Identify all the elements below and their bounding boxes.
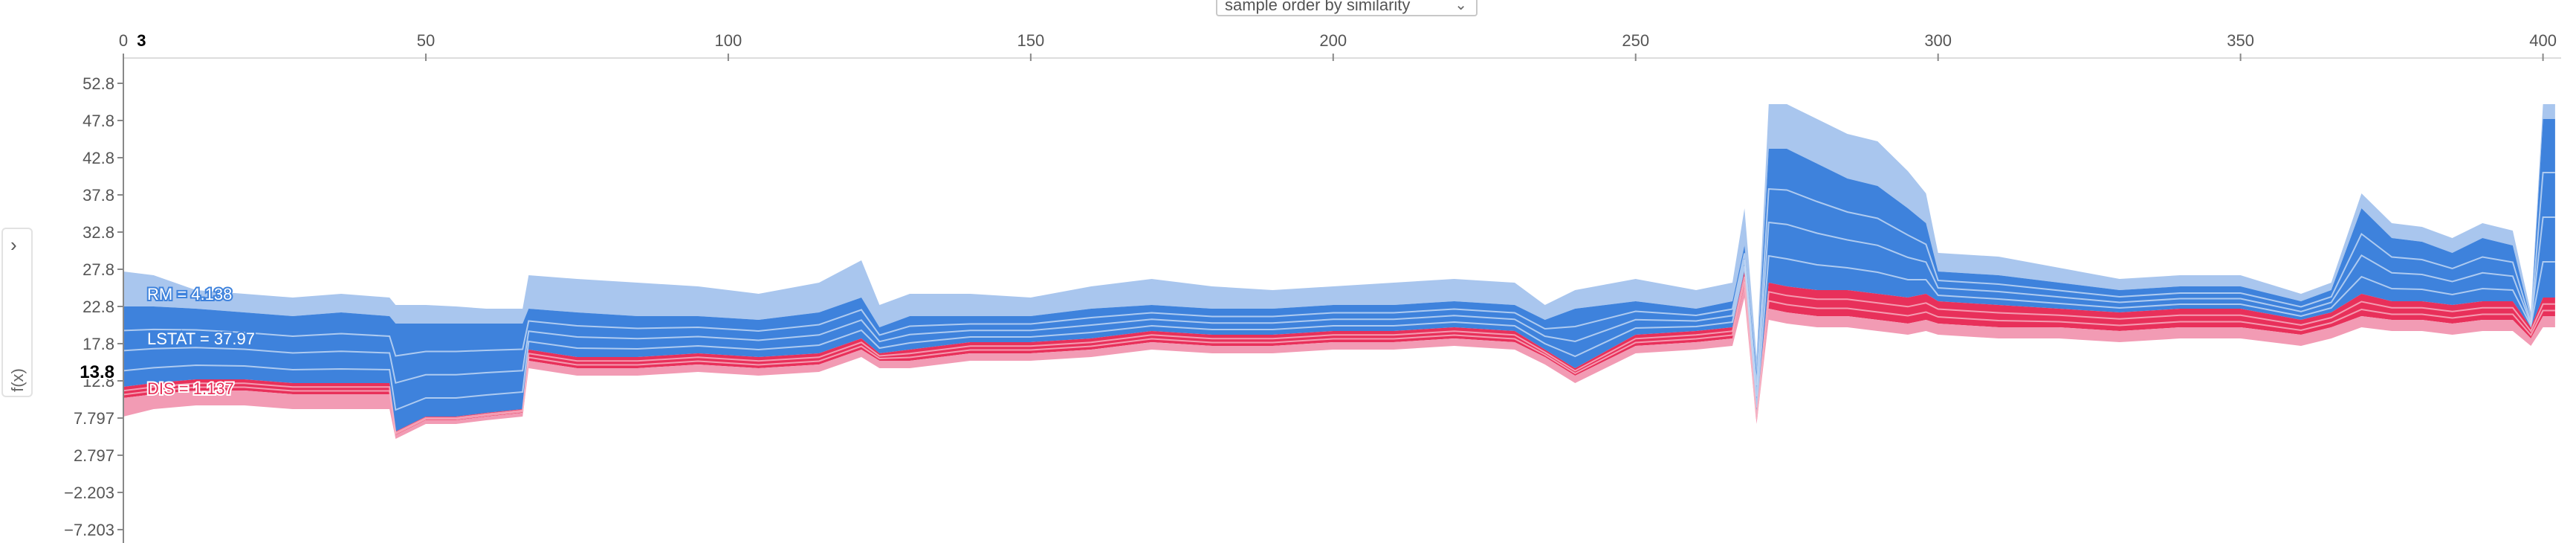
y-tick-label: 7.797 (74, 409, 114, 428)
x-tick-label: 350 (2227, 31, 2254, 50)
fx-toggle-label: f(x) (8, 368, 27, 392)
positive-feature-line (123, 276, 2555, 434)
positive-feature-line (123, 281, 2555, 436)
y-tick-label: 37.8 (82, 186, 114, 205)
ordering-select-value: sample order by similarity (1225, 0, 1411, 14)
x-tick-label: 300 (1924, 31, 1952, 50)
x-tick-label: 50 (417, 31, 435, 50)
x-axis-ticks: 0 50 100 150 200 250 300 350 400 3 (119, 31, 2561, 61)
y-tick-label: 22.8 (82, 298, 114, 316)
x-tick-label: 150 (1017, 31, 1044, 50)
y-tick-label: 47.8 (82, 112, 114, 130)
x-tick-label: 250 (1622, 31, 1649, 50)
x-highlight-label: 3 (137, 31, 146, 50)
fx-toggle[interactable]: › f(x) (1, 228, 33, 397)
feature-label-3: DIS = 1.137 (147, 379, 234, 398)
positive-light-band (123, 286, 2555, 439)
negative-band (123, 119, 2555, 431)
y-tick-label: 2.797 (74, 446, 114, 465)
negative-feature-line (123, 254, 2555, 411)
x-tick-label: 200 (1319, 31, 1347, 50)
y-tick-label: −7.203 (64, 521, 114, 539)
y-tick-label: 52.8 (82, 74, 114, 93)
negative-light-band (123, 104, 2555, 372)
y-tick-label: 17.8 (82, 335, 114, 353)
y-tick-label: 27.8 (82, 260, 114, 279)
feature-label-1: RM = 4.138 (147, 285, 232, 303)
y-tick-label: 32.8 (82, 223, 114, 242)
feature-label-2: LSTAT = 37.97 (147, 330, 255, 348)
area-bands (123, 104, 2555, 439)
ordering-select[interactable]: sample order by similarity ⌄ (1216, 0, 1478, 16)
y-highlight-bg (67, 362, 114, 379)
y-highlight-label: 13.8 (80, 362, 114, 382)
negative-feature-line (123, 172, 2555, 386)
chevron-down-icon: ⌄ (1454, 0, 1467, 13)
x-tick-label: 100 (715, 31, 742, 50)
x-tick-label: 400 (2529, 31, 2557, 50)
y-tick-label: 42.8 (82, 149, 114, 167)
positive-band (123, 272, 2555, 435)
negative-feature-line (123, 216, 2555, 397)
x-tick-label: 0 (119, 31, 128, 50)
chevron-right-icon: › (10, 234, 17, 256)
y-tick-label: −2.203 (64, 483, 114, 502)
feature-labels: RM = 4.138 LSTAT = 37.97 DIS = 1.137 (146, 283, 256, 399)
y-axis: 52.847.842.837.832.827.822.817.812.87.79… (64, 58, 124, 543)
